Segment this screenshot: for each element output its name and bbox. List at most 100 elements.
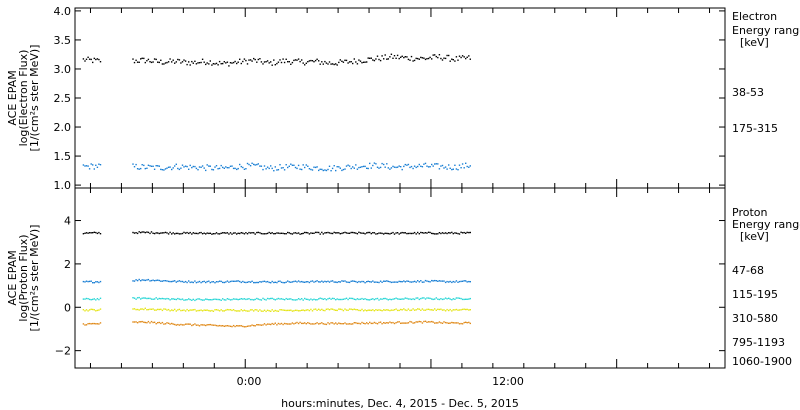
data-point <box>171 233 173 235</box>
data-point <box>296 321 298 324</box>
data-point <box>180 280 182 283</box>
data-point <box>237 167 239 170</box>
data-point <box>452 280 454 283</box>
data-point <box>451 310 453 312</box>
data-point <box>228 325 230 327</box>
data-point <box>311 280 314 282</box>
data-point <box>144 231 146 234</box>
data-point <box>251 162 253 164</box>
data-point <box>359 60 362 62</box>
data-point <box>157 232 159 234</box>
data-point <box>279 323 281 325</box>
data-point <box>229 325 232 327</box>
data-point <box>307 309 309 311</box>
data-point <box>449 322 451 324</box>
data-point <box>316 231 318 234</box>
data-point <box>158 308 160 311</box>
data-point <box>138 309 140 311</box>
series-47-68 <box>82 231 471 235</box>
data-point <box>271 297 273 300</box>
data-point <box>449 298 451 300</box>
data-point <box>214 63 216 65</box>
data-point <box>169 166 171 168</box>
data-point <box>446 308 448 311</box>
data-point <box>167 233 170 235</box>
data-point <box>214 324 216 326</box>
data-point <box>178 298 181 300</box>
data-point <box>291 164 294 166</box>
data-point <box>132 280 134 282</box>
data-point <box>88 280 91 283</box>
data-point <box>384 166 386 168</box>
data-point <box>266 60 269 62</box>
data-point <box>344 280 346 282</box>
data-point <box>270 323 272 326</box>
data-point <box>155 232 157 234</box>
data-point <box>164 168 167 170</box>
data-point <box>322 298 324 300</box>
data-point <box>387 58 389 60</box>
data-point <box>136 232 139 235</box>
data-point <box>85 280 88 282</box>
data-point <box>215 309 218 311</box>
data-point <box>325 62 328 64</box>
data-point <box>184 310 187 312</box>
data-point <box>152 279 154 281</box>
series-795-1193 <box>82 307 471 313</box>
data-point <box>373 310 376 312</box>
data-point <box>283 309 286 311</box>
data-point <box>248 231 250 234</box>
data-point <box>181 298 184 300</box>
data-point <box>203 309 205 311</box>
data-point <box>446 280 448 283</box>
data-point <box>237 325 239 327</box>
data-point <box>469 297 471 300</box>
data-point <box>305 281 307 283</box>
data-point <box>223 325 225 327</box>
data-point <box>240 62 242 65</box>
data-point <box>468 166 470 168</box>
data-point <box>454 309 456 311</box>
data-point <box>331 322 334 324</box>
data-point <box>237 61 239 63</box>
data-point <box>325 169 328 172</box>
data-point <box>265 324 267 326</box>
data-point <box>243 58 246 60</box>
data-point <box>330 308 332 310</box>
data-point <box>413 280 416 283</box>
data-point <box>163 232 165 234</box>
data-point <box>356 281 359 284</box>
data-point <box>277 297 280 300</box>
data-point <box>262 297 264 300</box>
data-point <box>200 166 202 168</box>
data-point <box>395 281 397 283</box>
data-point <box>355 232 357 234</box>
data-point <box>273 310 275 312</box>
series-1060-1900 <box>82 320 471 328</box>
data-point <box>205 324 207 327</box>
data-point <box>280 61 283 64</box>
data-point <box>386 232 388 235</box>
data-point <box>88 58 91 60</box>
data-point <box>163 323 165 325</box>
data-point <box>93 57 95 60</box>
data-point <box>461 55 464 57</box>
data-point <box>434 279 436 282</box>
data-point <box>240 165 242 168</box>
data-point <box>133 166 136 168</box>
data-point <box>200 281 202 284</box>
data-point <box>245 59 247 62</box>
data-point <box>138 168 140 170</box>
data-point <box>95 164 97 166</box>
data-point <box>423 309 425 311</box>
data-point <box>319 297 321 299</box>
data-point <box>350 297 352 300</box>
data-point <box>245 310 247 312</box>
data-point <box>85 58 88 60</box>
data-point <box>226 232 229 234</box>
data-point <box>189 323 191 325</box>
data-point <box>205 298 207 300</box>
data-point <box>413 322 416 324</box>
data-point <box>398 309 400 312</box>
data-point <box>205 309 207 311</box>
